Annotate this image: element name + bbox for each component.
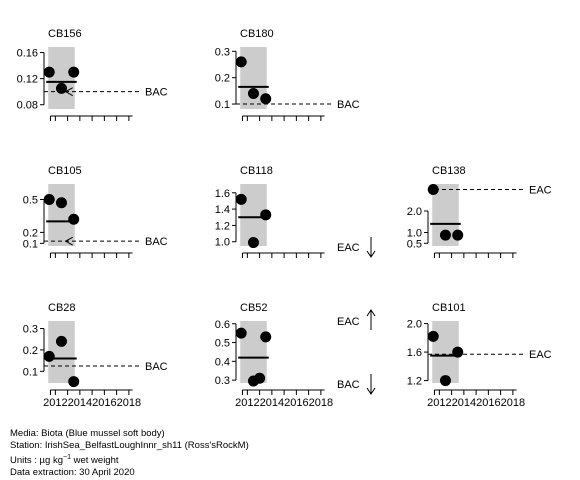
- y-tick-label: 0.3: [215, 46, 230, 58]
- x-tick-label: 2014: [260, 397, 284, 409]
- data-point: [43, 66, 55, 78]
- data-point: [439, 375, 451, 387]
- y-tick-label: 1.4: [215, 204, 230, 216]
- data-point: [452, 346, 464, 358]
- y-tick-label: 0.5: [407, 238, 422, 250]
- panel-cb138: CB138 0.51.0 2.0 EAC: [407, 165, 552, 258]
- x-tick-label: 2018: [501, 397, 525, 409]
- panel-title: CB28: [48, 302, 76, 314]
- footer-extraction: Data extraction: 30 April 2020: [10, 467, 135, 479]
- panel-cb118: CB118 1.0 1.2 1.4 1.6 EAC: [215, 165, 376, 258]
- y-tick-label: 0.1: [23, 238, 38, 250]
- x-tick-label: 2014: [68, 397, 92, 409]
- panel-title: CB52: [240, 302, 268, 314]
- panel-cb28: CB28 0.1 0.2 0.3 2012 2014 2016 2018 BAC: [23, 302, 168, 409]
- x-tick-label: 2018: [309, 397, 333, 409]
- y-tick-label: 1.0: [407, 228, 422, 240]
- x-tick-label: 2018: [117, 397, 141, 409]
- y-tick-label: 1.6: [215, 188, 230, 200]
- reference-label: BAC: [145, 87, 168, 99]
- y-tick-label: 2.0: [407, 206, 422, 218]
- x-tick-label: 2012: [43, 397, 67, 409]
- trend-arrow-left: [64, 236, 73, 246]
- footer-media: Media: Biota (Blue mussel soft body): [10, 428, 165, 439]
- reference-label: EAC: [529, 184, 552, 196]
- data-point: [68, 213, 80, 225]
- panel-title: CB118: [240, 165, 273, 177]
- data-point: [43, 193, 55, 205]
- panel-cb105: CB105 0.10.2 0.5 BAC: [23, 165, 168, 258]
- data-point: [55, 197, 67, 209]
- trend-arrow-up-head: [366, 309, 376, 317]
- panel-title: CB105: [48, 165, 82, 177]
- reference-label: EAC: [337, 316, 360, 328]
- chart-area: CB1560.080.120.16BACCB1800.10.20.3BACCB1…: [17, 28, 552, 409]
- data-point: [254, 372, 266, 384]
- footer: Media: Biota (Blue mussel soft body) Sta…: [10, 428, 249, 479]
- y-tick-label: 0.08: [17, 100, 38, 112]
- data-point: [452, 229, 464, 241]
- reference-label: BAC: [145, 236, 168, 248]
- x-tick-label: 2016: [284, 397, 308, 409]
- data-point: [439, 229, 451, 241]
- y-tick-label: 0.16: [17, 48, 38, 60]
- panel-title: CB138: [432, 165, 466, 177]
- x-tick-label: 2012: [235, 397, 259, 409]
- y-tick-label: 0.5: [23, 194, 38, 206]
- data-point: [247, 87, 259, 99]
- y-tick-label: 0.3: [215, 375, 230, 387]
- data-point: [235, 193, 247, 205]
- y-tick-label: 1.0: [215, 237, 230, 249]
- data-point: [43, 350, 55, 362]
- data-point: [235, 56, 247, 68]
- y-tick-label: 0.4: [215, 356, 230, 368]
- trend-arrow-down-head: [366, 387, 376, 395]
- footer-units: Units : µg kg−1 wet weight: [10, 454, 119, 467]
- y-tick-label: 2.0: [407, 319, 422, 331]
- x-tick-label: 2016: [476, 397, 500, 409]
- panel-title: CB101: [432, 302, 466, 314]
- footer-station: Station: IrishSea_BelfastLoughInnr_sh11 …: [10, 440, 249, 451]
- y-tick-label: 1.2: [215, 220, 230, 232]
- y-tick-label: 0.3: [23, 324, 38, 336]
- panel-cb156: CB156 0.08 0.12 0.16 BAC: [17, 28, 168, 121]
- panel-title: CB156: [48, 28, 82, 40]
- data-point: [260, 93, 272, 105]
- data-point: [260, 209, 272, 221]
- assessment-period-band: [48, 321, 75, 383]
- y-tick-label: 0.5: [215, 338, 230, 350]
- y-tick-label: 0.2: [215, 73, 230, 85]
- panel-cb101: CB101 1.2 1.6 2.0 2012 2014 2016 2018 EAC: [407, 302, 552, 409]
- reference-label: EAC: [529, 349, 552, 361]
- data-point: [260, 331, 272, 343]
- y-tick-label: 0.2: [23, 345, 38, 357]
- data-point: [55, 335, 67, 347]
- reference-label-2: BAC: [337, 379, 360, 391]
- y-tick-label: 0.1: [215, 99, 230, 111]
- reference-label: EAC: [337, 242, 360, 254]
- reference-label: BAC: [145, 361, 168, 373]
- y-tick-label: 0.2: [23, 227, 38, 239]
- y-tick-label: 0.12: [17, 74, 38, 86]
- reference-label: BAC: [337, 99, 360, 111]
- panel-title: CB180: [240, 28, 274, 40]
- data-point: [68, 376, 80, 388]
- panel-cb180: CB180 0.1 0.2 0.3 BAC: [215, 28, 360, 121]
- y-tick-label: 0.6: [215, 319, 230, 331]
- y-tick-label: 0.1: [23, 366, 38, 378]
- trend-arrow-down-head: [366, 250, 376, 258]
- data-point: [427, 183, 439, 195]
- y-tick-label: 1.6: [407, 347, 422, 359]
- x-tick-label: 2012: [427, 397, 451, 409]
- assessment-period-band: [48, 47, 75, 109]
- data-point: [427, 330, 439, 342]
- data-point: [68, 66, 80, 78]
- y-tick-label: 1.2: [407, 376, 422, 388]
- panel-cb52: CB52 0.3 0.4 0.5 0.6 2012 2014 2016 2018 EAC BAC: [215, 302, 376, 409]
- x-tick-label: 2014: [452, 397, 476, 409]
- x-tick-label: 2016: [92, 397, 116, 409]
- data-point: [235, 327, 247, 339]
- data-point: [55, 82, 67, 94]
- data-point: [247, 237, 259, 249]
